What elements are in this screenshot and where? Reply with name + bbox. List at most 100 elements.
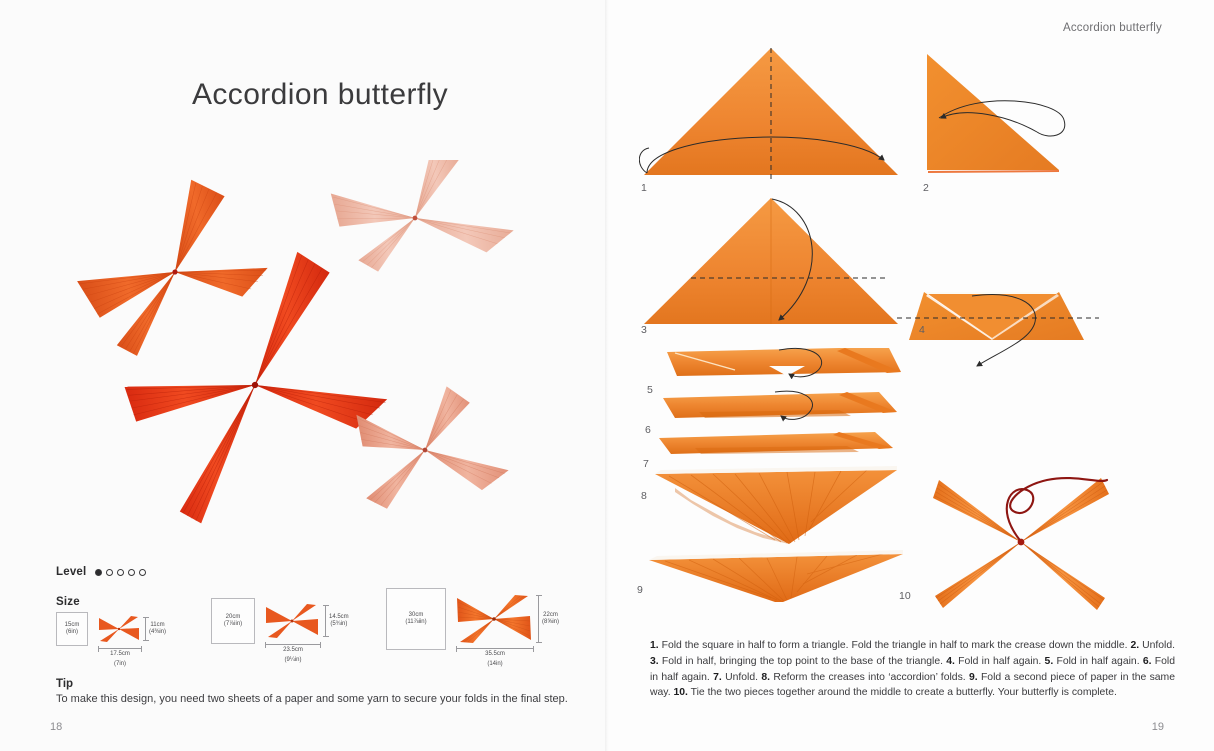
height-in: (8⅝in) [542, 619, 560, 625]
width-cm: 17.5cm [110, 651, 130, 657]
tip-text: To make this design, you need two sheets… [56, 693, 568, 705]
instruction-number: 6. [1142, 656, 1152, 667]
width-cm: 23.5cm [283, 647, 303, 653]
step-1-shape [639, 48, 898, 183]
folding-steps-diagram [639, 40, 1184, 610]
level-indicator: Level [56, 566, 147, 578]
height-dimension-large: 22cm (8⅝in) [535, 595, 560, 643]
instruction-text: Fold in half again. [1053, 656, 1143, 667]
size-group-large: 30cm (11⅞iin) [386, 588, 560, 667]
level-dot-5 [139, 568, 147, 576]
instruction-text: Fold in half again. [954, 656, 1045, 667]
level-dot-1 [95, 568, 103, 576]
instruction-text: Unfold. [721, 671, 762, 683]
size-group-medium: 20cm (7⅞iin) [211, 598, 349, 663]
butterfly-lower-right [356, 386, 509, 509]
height-dimension-small: 11cm (4⅜in) [142, 617, 167, 641]
instruction-text: Fold in half again. [650, 656, 1175, 683]
step-3-shape [644, 198, 898, 324]
instruction-text: Reform the creases into ‘accordion’ fold… [770, 671, 969, 683]
folio-right: 19 [1151, 721, 1164, 733]
hero-photograph [70, 160, 550, 550]
level-label: Level [56, 566, 87, 578]
step-6-shape [663, 390, 897, 422]
right-page: Accordion butterfly [607, 0, 1214, 751]
height-in: (5¾in) [330, 621, 348, 627]
level-dot-2 [106, 568, 114, 576]
step-9-shape [649, 550, 903, 602]
step-5-shape [667, 348, 901, 380]
instruction-number: 9. [968, 671, 978, 683]
width-in: (7in) [113, 660, 126, 667]
paper-size-cm: 20cm [225, 613, 241, 620]
instruction-number: 5. [1044, 656, 1054, 667]
height-cm: 22cm [543, 611, 558, 618]
step-number-5: 5 [647, 384, 653, 396]
tip-heading: Tip [56, 678, 74, 690]
paper-size-in: (7⅞iin) [223, 621, 243, 627]
instruction-number: 2. [1130, 640, 1140, 652]
step-number-6: 6 [645, 424, 651, 436]
page-title: Accordion butterfly [192, 78, 449, 111]
instruction-number: 3. [650, 656, 659, 667]
butterfly-silhouette-large [456, 594, 532, 644]
width-in: (9¼in) [284, 656, 302, 663]
step-number-9: 9 [637, 584, 643, 596]
step-number-3: 3 [641, 324, 647, 336]
butterfly-silhouette-small [98, 616, 140, 642]
width-dimension-large: 35.5cm (14in) [456, 645, 534, 668]
instruction-number: 10. [673, 687, 688, 699]
size-label: Size [56, 596, 80, 608]
step-7-shape [659, 432, 893, 454]
height-in: (4⅜in) [149, 629, 167, 635]
step-number-2: 2 [923, 182, 929, 194]
step-number-7: 7 [643, 458, 649, 470]
width-dimension-small: 17.5cm (7in) [98, 645, 142, 668]
instruction-text: Fold a second piece of paper in the same… [650, 671, 1175, 699]
paper-square-small: 15cm (6in) [56, 612, 88, 646]
step-number-1: 1 [641, 182, 647, 194]
instruction-text: Tie the two pieces together around the m… [687, 687, 1117, 699]
size-diagram-row: 15cm (6in) [56, 588, 576, 668]
paper-square-medium: 20cm (7⅞iin) [211, 598, 255, 644]
level-dots [95, 568, 147, 576]
butterfly-upper-right [330, 160, 514, 272]
instruction-number: 8. [761, 671, 770, 683]
step-2-shape [927, 54, 1066, 173]
instruction-text: Unfold. [1139, 640, 1175, 652]
instruction-text: Fold the square in half to form a triang… [658, 640, 1131, 652]
butterfly-center-large [124, 251, 388, 524]
step-number-8: 8 [641, 490, 647, 502]
paper-size-in: (11⅞iin) [405, 619, 427, 625]
level-dot-3 [117, 568, 125, 576]
paper-size-cm: 15cm [64, 621, 80, 628]
paper-size-cm: 30cm [408, 611, 424, 618]
paper-size-in: (6in) [65, 629, 78, 635]
width-in: (14in) [487, 660, 503, 667]
height-dimension-medium: 14.5cm (5¾in) [322, 605, 349, 637]
instruction-text: Fold in half, bringing the top point to … [658, 656, 947, 667]
size-group-small: 15cm (6in) [56, 612, 167, 667]
instructions-paragraph: 1. Fold the square in half to form a tri… [650, 638, 1175, 700]
step-4-shape [897, 292, 1099, 367]
height-cm: 11cm [150, 621, 165, 628]
left-page: Accordion butterfly [50, 78, 586, 733]
folio-left: 18 [50, 721, 63, 733]
instruction-number: 1. [650, 640, 659, 652]
step-number-4: 4 [919, 324, 925, 336]
step-number-10: 10 [899, 590, 911, 602]
width-cm: 35.5cm [485, 651, 505, 657]
step-10-butterfly [933, 476, 1109, 610]
width-dimension-medium: 23.5cm (9¼in) [265, 641, 321, 664]
running-head: Accordion butterfly [1062, 22, 1162, 34]
paper-square-large: 30cm (11⅞iin) [386, 588, 446, 650]
height-cm: 14.5cm [329, 613, 349, 620]
butterfly-upper-left [77, 179, 268, 356]
level-dot-4 [128, 568, 136, 576]
instruction-number: 7. [713, 671, 722, 683]
step-8-shape [655, 466, 897, 544]
instruction-number: 4. [946, 656, 955, 667]
butterfly-silhouette-medium [265, 604, 319, 638]
tip-block: Tip To make this design, you need two sh… [56, 678, 586, 708]
